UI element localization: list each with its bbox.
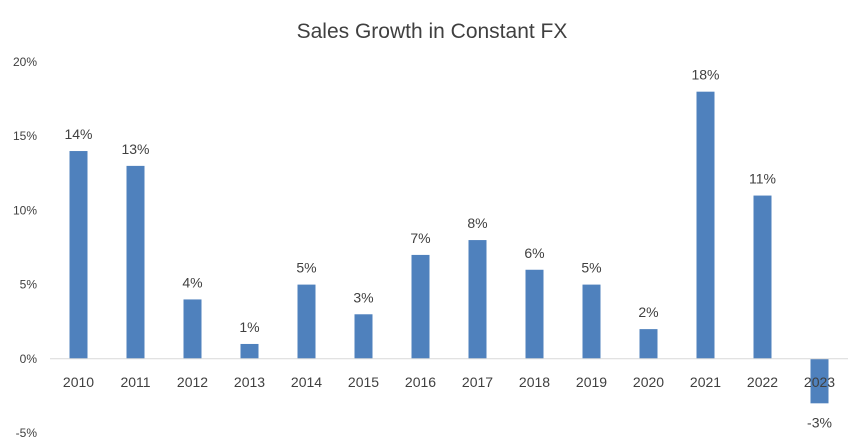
data-label: 2%: [638, 304, 658, 320]
data-label: 8%: [467, 215, 487, 231]
bar-2013: [240, 343, 259, 359]
x-tick-label: 2023: [804, 374, 835, 390]
bar-2015: [354, 314, 373, 359]
y-tick-label: 0%: [20, 352, 38, 366]
x-axis-ticks: 2010 2011 2012 2013 2014 2015 2016 2017 2018 2019…: [63, 374, 835, 390]
bar-2016: [411, 254, 430, 359]
x-tick-label: 2011: [120, 374, 150, 390]
data-label: 3%: [353, 289, 373, 305]
x-tick-label: 2015: [348, 374, 379, 390]
data-label: -3%: [807, 414, 832, 430]
x-tick-label: 2017: [462, 374, 493, 390]
bar-2011: [126, 165, 145, 359]
bar-2012: [183, 299, 202, 359]
bar-series: [69, 91, 829, 404]
x-tick-label: 2010: [63, 374, 94, 390]
x-tick-label: 2018: [519, 374, 550, 390]
data-label: 4%: [182, 274, 202, 290]
bar-2020: [639, 329, 658, 359]
y-tick-label: 15%: [13, 129, 37, 143]
x-tick-label: 2016: [405, 374, 436, 390]
x-tick-label: 2020: [633, 374, 664, 390]
data-label: 11%: [749, 171, 776, 187]
x-tick-label: 2012: [177, 374, 208, 390]
y-tick-label: 10%: [13, 203, 37, 217]
bar-2019: [582, 284, 601, 359]
data-label: 18%: [691, 67, 719, 83]
x-tick-label: 2014: [291, 374, 322, 390]
bar-2022: [753, 195, 772, 359]
bar-2023: [810, 358, 829, 404]
bar-2017: [468, 240, 487, 359]
bar-2010: [69, 151, 88, 359]
chart-title: Sales Growth in Constant FX: [297, 20, 568, 43]
y-axis-ticks: -5% 0% 5% 10% 15% 20%: [13, 55, 37, 440]
data-label: 1%: [239, 319, 259, 335]
x-tick-label: 2013: [234, 374, 265, 390]
data-label: 13%: [121, 141, 149, 157]
data-labels: 14% 13% 4% 1% 5% 3% 7% 8% 6% 5% 2% 18% 11% -3%: [64, 67, 831, 431]
bar-2021: [696, 91, 715, 359]
x-tick-label: 2022: [747, 374, 778, 390]
y-tick-label: 5%: [20, 278, 38, 292]
data-label: 5%: [296, 260, 316, 276]
x-tick-label: 2019: [576, 374, 607, 390]
y-tick-label: 20%: [13, 55, 37, 69]
data-label: 14%: [64, 126, 92, 142]
data-label: 6%: [524, 245, 544, 261]
bar-2014: [297, 284, 316, 359]
data-label: 7%: [410, 230, 430, 246]
bar-2018: [525, 269, 544, 359]
data-label: 5%: [581, 260, 601, 276]
y-tick-label: -5%: [16, 426, 38, 440]
x-tick-label: 2021: [690, 374, 721, 390]
